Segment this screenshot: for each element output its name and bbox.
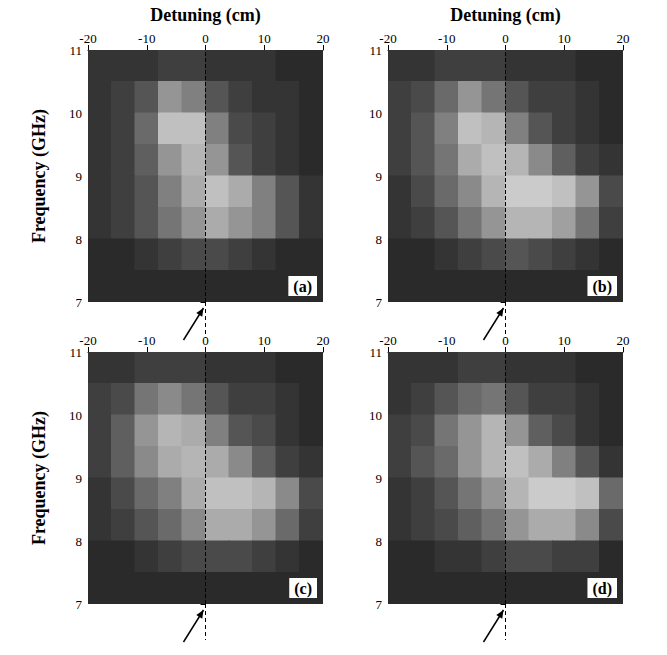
svg-text:9: 9 <box>376 169 383 184</box>
svg-text:-20: -20 <box>379 333 396 348</box>
svg-text:9: 9 <box>76 169 83 184</box>
svg-text:(d): (d) <box>592 580 612 598</box>
svg-text:9: 9 <box>376 471 383 486</box>
svg-text:(c): (c) <box>294 580 312 598</box>
svg-text:10: 10 <box>69 408 82 423</box>
svg-text:-20: -20 <box>379 31 396 46</box>
svg-text:0: 0 <box>502 31 509 46</box>
svg-text:Detuning (cm): Detuning (cm) <box>450 5 561 26</box>
svg-text:(a): (a) <box>293 278 312 296</box>
svg-text:10: 10 <box>558 333 571 348</box>
svg-text:7: 7 <box>376 597 383 612</box>
svg-text:11: 11 <box>69 344 82 360</box>
svg-text:7: 7 <box>76 597 83 612</box>
svg-text:10: 10 <box>258 333 271 348</box>
svg-text:Frequency (GHz): Frequency (GHz) <box>29 411 50 545</box>
svg-text:20: 20 <box>617 31 630 46</box>
svg-text:0: 0 <box>202 333 209 348</box>
svg-text:10: 10 <box>69 106 82 121</box>
svg-text:(b): (b) <box>592 278 612 296</box>
svg-text:Detuning (cm): Detuning (cm) <box>150 5 261 26</box>
svg-text:10: 10 <box>369 408 382 423</box>
svg-text:8: 8 <box>76 534 83 549</box>
svg-text:20: 20 <box>317 31 330 46</box>
svg-text:0: 0 <box>202 31 209 46</box>
svg-text:20: 20 <box>317 333 330 348</box>
svg-text:-10: -10 <box>438 31 455 46</box>
svg-text:-20: -20 <box>79 31 96 46</box>
svg-text:10: 10 <box>258 31 271 46</box>
svg-text:20: 20 <box>617 333 630 348</box>
svg-text:11: 11 <box>69 42 82 58</box>
svg-text:8: 8 <box>376 232 383 247</box>
svg-text:-10: -10 <box>138 333 155 348</box>
svg-text:7: 7 <box>376 295 383 310</box>
svg-text:9: 9 <box>76 471 83 486</box>
svg-text:0: 0 <box>502 333 509 348</box>
svg-text:-20: -20 <box>79 333 96 348</box>
svg-text:10: 10 <box>369 106 382 121</box>
svg-text:-10: -10 <box>138 31 155 46</box>
svg-text:Frequency (GHz): Frequency (GHz) <box>29 109 50 243</box>
svg-text:-10: -10 <box>438 333 455 348</box>
svg-text:8: 8 <box>76 232 83 247</box>
svg-text:11: 11 <box>369 42 382 58</box>
svg-text:7: 7 <box>76 295 83 310</box>
svg-text:11: 11 <box>369 344 382 360</box>
svg-text:8: 8 <box>376 534 383 549</box>
svg-text:10: 10 <box>558 31 571 46</box>
